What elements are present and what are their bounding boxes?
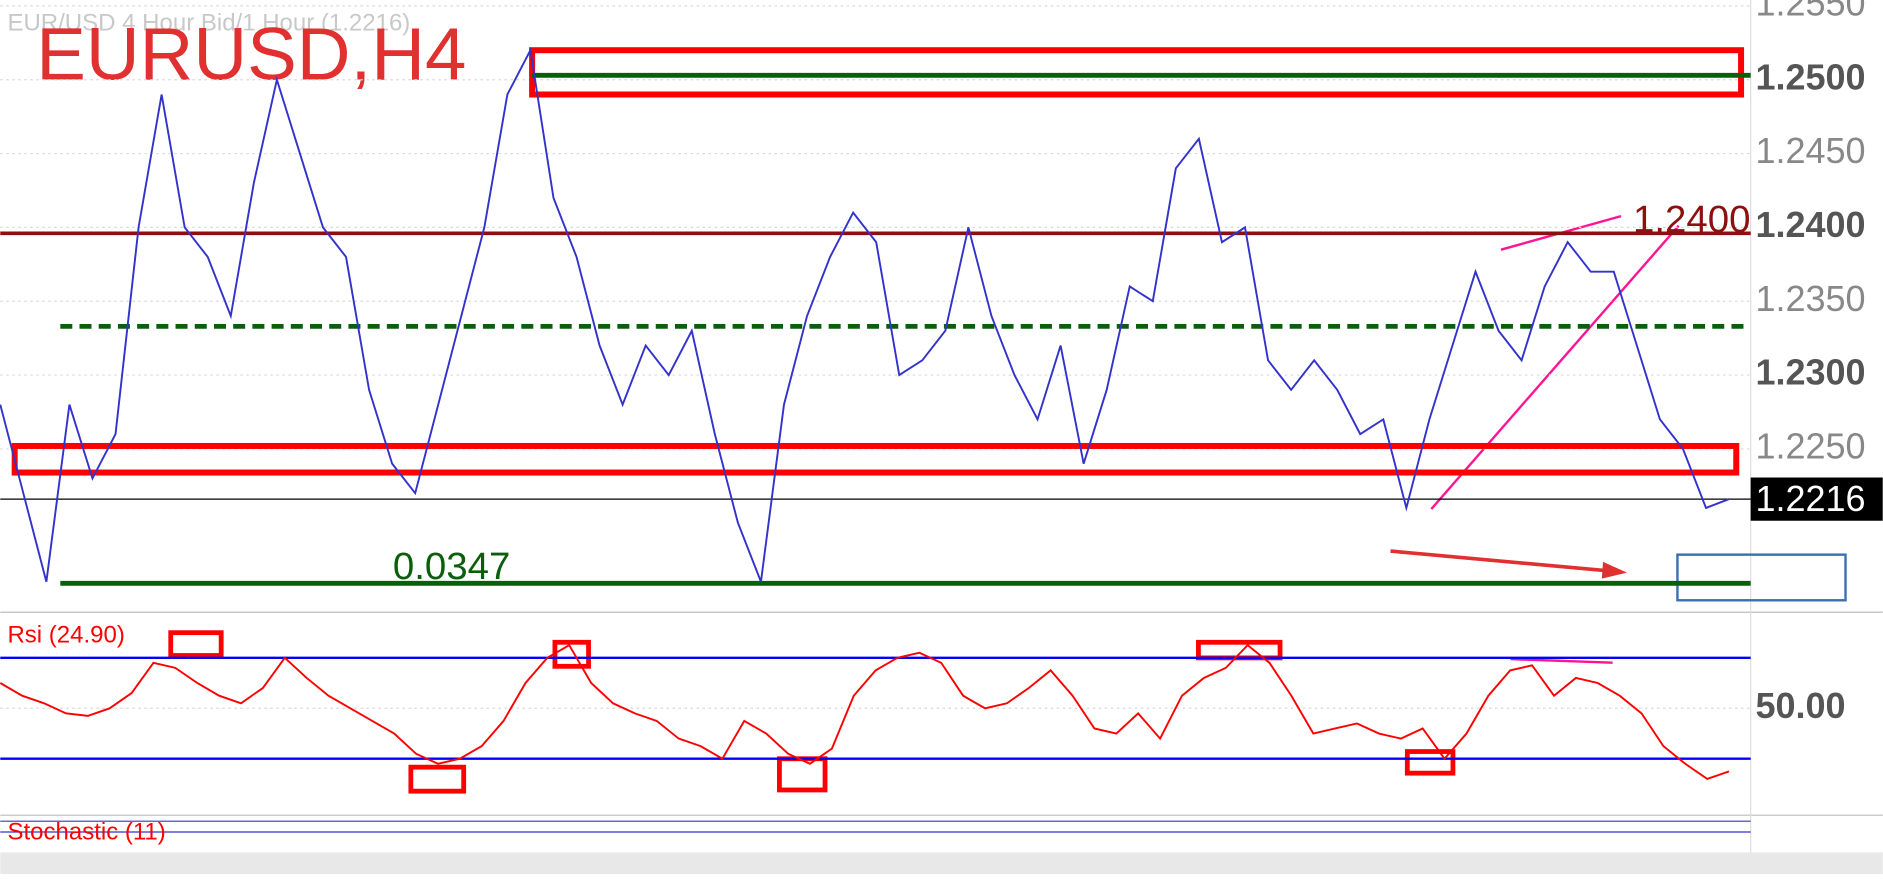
- price-line: [0, 47, 1730, 583]
- scrollbar[interactable]: [0, 852, 1883, 874]
- annotation: 1.2400: [1633, 198, 1750, 241]
- y-tick-label: 1.2550: [1755, 0, 1865, 23]
- y-tick-label: 1.2300: [1755, 352, 1865, 393]
- arrow: [1390, 549, 1616, 574]
- rsi-marker: [408, 764, 467, 794]
- y-tick-label: 1.2500: [1755, 56, 1865, 97]
- y-tick-label: 1.2350: [1755, 278, 1865, 319]
- last-price-box: [1750, 477, 1883, 521]
- stochastic-title: Stochastic (11): [7, 819, 165, 846]
- rsi-marker: [1404, 749, 1456, 776]
- last-price-label: 1.2216: [1755, 478, 1865, 519]
- trend-line: [1510, 657, 1613, 664]
- trend-line: [1430, 224, 1680, 510]
- target-box: [1676, 553, 1847, 602]
- y-tick-label: 50.00: [1755, 685, 1845, 726]
- y-tick-label: 1.2400: [1755, 204, 1865, 245]
- zone: [529, 47, 1745, 98]
- chart-subtitle: EUR/USD 4 Hour Bid/1 Hour (1.2216): [7, 9, 410, 36]
- rsi-title: Rsi (24.90): [7, 622, 124, 649]
- y-tick-label: 1.2250: [1755, 425, 1865, 466]
- y-tick-label: 1.2450: [1755, 130, 1865, 171]
- rsi-line: [0, 643, 1730, 780]
- chart-title: EURUSD,H4: [36, 13, 466, 96]
- annotation: 0.0347: [393, 545, 510, 588]
- rsi-marker: [168, 630, 224, 658]
- arrow-head: [1601, 561, 1628, 579]
